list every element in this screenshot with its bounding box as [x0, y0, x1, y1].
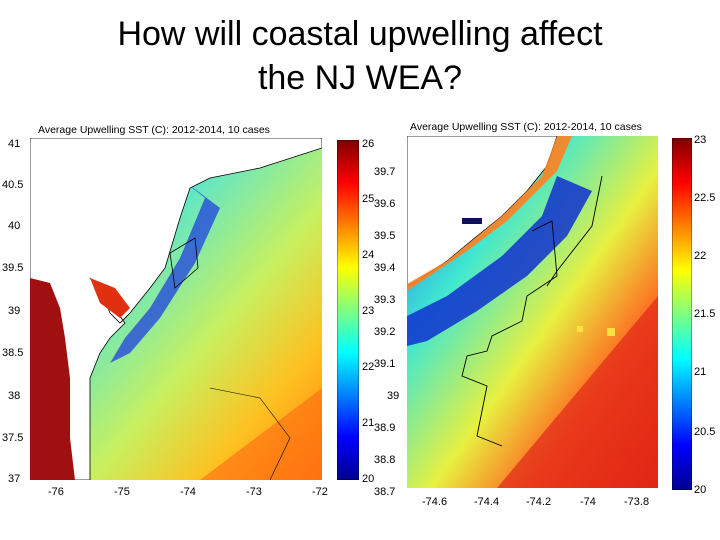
right-colorbar-tick: 22.5 — [694, 192, 716, 204]
left-lat-tick: 37.5 — [2, 432, 24, 444]
right-colorbar — [672, 138, 692, 490]
right-map-hot-pixel — [577, 326, 583, 332]
left-colorbar-tick: 20 — [362, 473, 375, 485]
right-lat-tick: 39.6 — [374, 198, 396, 210]
left-map-title: Average Upwelling SST (C): 2012-2014, 10… — [38, 124, 270, 136]
left-map-wea-outline — [169, 237, 199, 289]
right-colorbar-tick: 22 — [694, 250, 707, 262]
right-lon-tick: -74.4 — [474, 496, 500, 508]
right-colorbar-tick: 20 — [694, 484, 707, 496]
left-lat-tick: 40 — [8, 220, 21, 232]
slide-title-line-1: How will coastal upwelling affect — [117, 15, 603, 53]
left-lat-tick: 37 — [8, 473, 21, 485]
right-lon-tick: -73.8 — [624, 496, 650, 508]
left-map-chesapeake-bay — [30, 278, 75, 480]
right-map-warm-offshore — [497, 296, 658, 488]
left-sst-map — [30, 138, 322, 480]
right-colorbar-tick: 21.5 — [694, 308, 716, 320]
right-lat-tick: 39 — [387, 390, 400, 402]
left-colorbar-tick: 24 — [362, 249, 375, 261]
right-lat-tick: 39.4 — [374, 262, 396, 274]
right-lat-tick: 39.3 — [374, 294, 396, 306]
left-lat-tick: 39.5 — [2, 262, 24, 274]
right-lat-tick: 39.5 — [374, 230, 396, 242]
right-sst-map — [407, 136, 658, 488]
left-lat-tick: 39 — [8, 305, 21, 317]
right-map-coastal-strip — [407, 136, 572, 291]
right-map-hot-pixel — [607, 328, 615, 336]
right-lon-tick: -74.2 — [526, 496, 552, 508]
slide-title-line-2: the NJ WEA? — [257, 59, 463, 97]
left-map-warm-offshore — [200, 388, 322, 480]
left-lat-tick: 41 — [8, 138, 21, 150]
right-map-station-marker — [462, 218, 482, 224]
right-map-wea-outline-east — [546, 175, 603, 287]
left-lat-tick: 38.5 — [2, 347, 24, 359]
left-map-land — [30, 138, 322, 480]
right-map-upwelling-band — [407, 176, 592, 346]
right-lat-tick: 38.7 — [374, 486, 396, 498]
right-colorbar-tick: 20.5 — [694, 426, 716, 438]
right-lon-tick: -74.6 — [422, 496, 448, 508]
left-lon-tick: -76 — [48, 486, 64, 498]
left-colorbar-tick: 25 — [362, 193, 375, 205]
left-map-delaware-bay — [90, 278, 130, 318]
left-colorbar — [337, 140, 359, 480]
left-colorbar-tick: 22 — [362, 361, 375, 373]
left-colorbar-tick: 21 — [362, 417, 375, 429]
right-map-title: Average Upwelling SST (C): 2012-2014, 10… — [410, 121, 642, 133]
left-lat-tick: 38 — [8, 390, 21, 402]
right-lon-tick: -74 — [580, 496, 596, 508]
left-colorbar-tick: 26 — [362, 138, 375, 150]
left-map-shelf-contour — [209, 387, 291, 480]
left-colorbar-tick: 23 — [362, 305, 375, 317]
right-colorbar-tick: 23 — [694, 134, 707, 146]
left-lon-tick: -73 — [246, 486, 262, 498]
right-lat-tick: 38.8 — [374, 454, 396, 466]
right-colorbar-tick: 21 — [694, 366, 707, 378]
right-map-wea-outline — [461, 220, 558, 447]
slide-title: How will coastal upwelling affect the NJ… — [0, 12, 720, 100]
right-lat-tick: 39.1 — [374, 358, 396, 370]
left-lon-tick: -72 — [312, 486, 328, 498]
left-lon-tick: -75 — [114, 486, 130, 498]
right-lat-tick: 38.9 — [374, 422, 396, 434]
right-lat-tick: 39.7 — [374, 166, 396, 178]
right-lat-tick: 39.2 — [374, 326, 396, 338]
left-lat-tick: 40.5 — [2, 179, 24, 191]
left-lon-tick: -74 — [180, 486, 196, 498]
